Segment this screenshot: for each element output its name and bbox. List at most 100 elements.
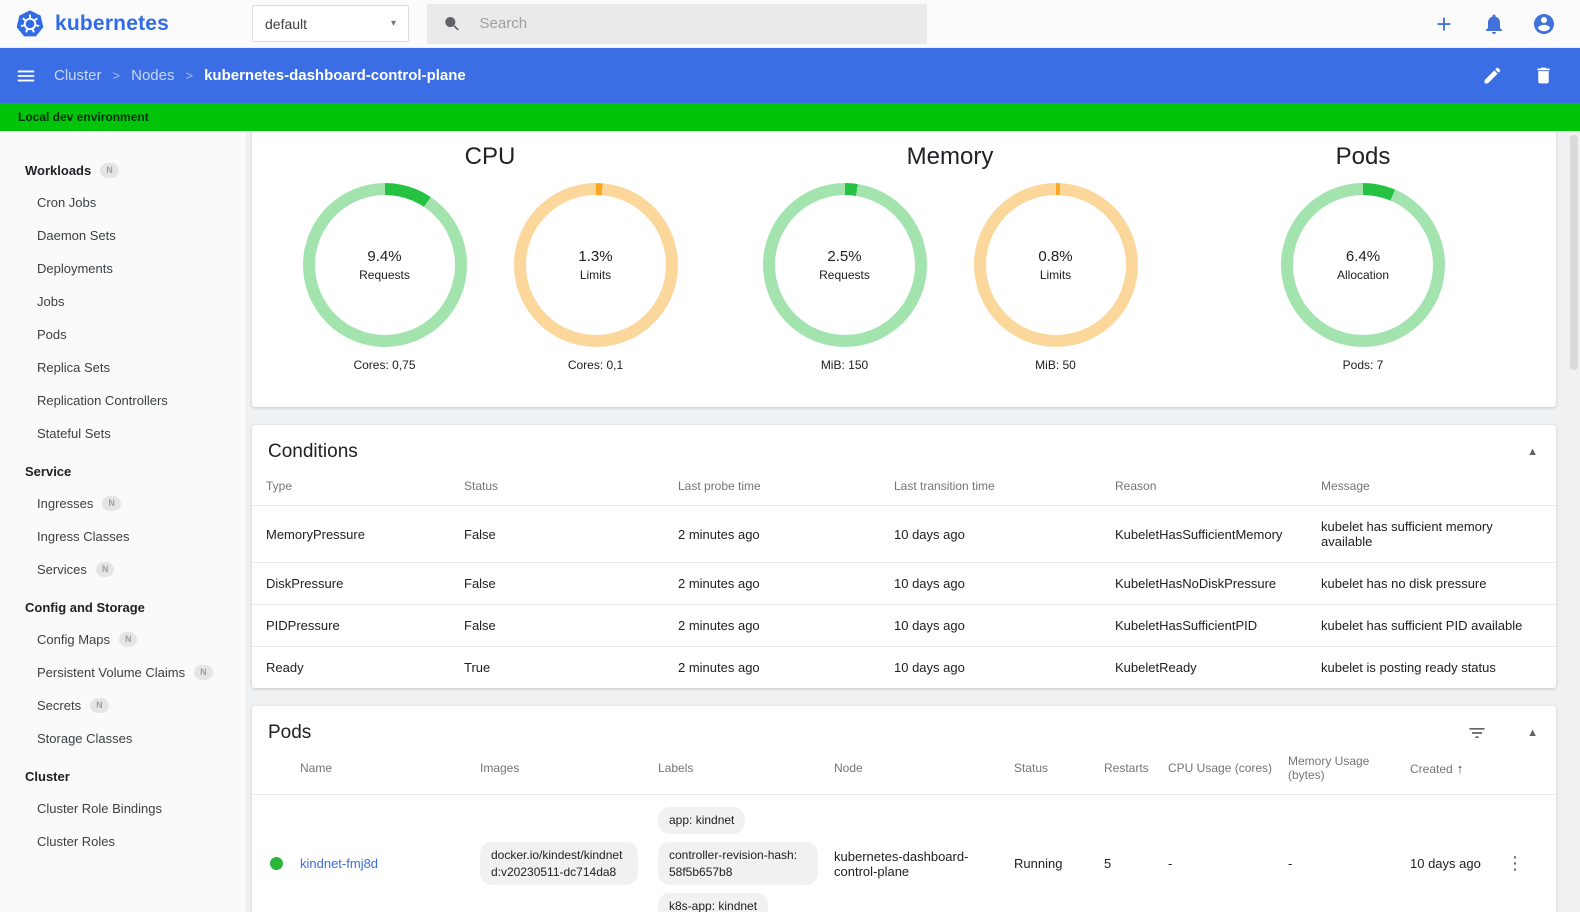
allocation-card: CPU 9.4% Requests Cores: 0,75 1.3% [252,131,1556,407]
item-label: Cron Jobs [37,195,97,210]
sidebar-item-storage-classes[interactable]: Storage Classes [0,722,246,755]
toolbar-actions [1482,65,1580,86]
cell-transition: 10 days ago [894,526,965,542]
memory-limits-donut: 0.8% Limits MiB: 50 [973,183,1138,372]
menu-button[interactable] [15,65,37,87]
sidebar-item-replica-sets[interactable]: Replica Sets [0,351,246,384]
sidebar-item-cluster-roles[interactable]: Cluster Roles [0,825,246,858]
sidebar-item-stateful-sets[interactable]: Stateful Sets [0,417,246,450]
cell-pod-cpu: - [1168,856,1173,872]
notifications-button[interactable] [1482,12,1506,36]
app-header: kubernetes default ▾ + [0,0,1580,48]
cell-reason: KubeletReady [1115,660,1197,675]
donut-caption: Cores: 0,1 [567,358,624,372]
pods-allocation-donut: 6.4% Allocation Pods: 7 [1281,183,1445,372]
sidebar-item-config-maps[interactable]: Config Maps N [0,623,246,656]
col-restarts[interactable]: Restarts [1104,761,1149,775]
cpu-chart-title: CPU [464,143,516,170]
collapse-conditions-button[interactable]: ▲ [1527,445,1538,458]
section-label: Config and Storage [25,600,145,615]
cpu-requests-donut: 9.4% Requests Cores: 0,75 [302,183,467,372]
donut-caption: MiB: 150 [820,358,869,372]
cell-status: True [464,660,491,675]
row-menu-button[interactable]: ⋮ [1506,853,1524,874]
cell-message: kubelet is posting ready status [1321,660,1496,675]
sidebar: Workloads N Cron Jobs Daemon Sets Deploy… [0,131,247,912]
donut-metric: Requests [359,268,410,282]
account-icon [1534,13,1554,34]
sidebar-item-secrets[interactable]: Secrets N [0,689,246,722]
kubernetes-brand[interactable]: kubernetes [0,9,252,39]
sidebar-section-cluster[interactable]: Cluster [0,761,246,792]
sidebar-item-daemon-sets[interactable]: Daemon Sets [0,219,246,252]
trash-icon [1537,67,1550,84]
item-label: Secrets [37,698,82,713]
donut-value: 6.4% [1345,248,1381,265]
filter-icon [1469,728,1485,738]
sidebar-item-services[interactable]: Services N [0,553,246,586]
donut-metric: Requests [819,268,870,282]
plus-icon: + [1436,8,1452,39]
breadcrumb-cluster[interactable]: Cluster [54,67,102,84]
col-status[interactable]: Status [1014,761,1049,775]
search-bar[interactable] [427,3,927,44]
pod-name-link[interactable]: kindnet-fmj8d [300,856,379,872]
label-chip: k8s-app: kindnet [658,893,769,912]
item-label: Pods [37,327,67,342]
cell-message: kubelet has no disk pressure [1321,576,1487,591]
col-status-dot [252,748,300,795]
cell-type: Ready [266,660,304,675]
account-button[interactable] [1532,12,1556,36]
col-message: Message [1321,479,1370,493]
donut-caption: MiB: 50 [1035,358,1076,372]
cell-type: MemoryPressure [266,526,365,542]
create-resource-button[interactable]: + [1432,8,1456,39]
sidebar-item-persistent-volume-claims[interactable]: Persistent Volume Claims N [0,656,246,689]
scrollbar-thumb[interactable] [1570,135,1578,370]
col-last-transition-time: Last transition time [894,479,995,493]
cell-pod-actions: ⋮ [1506,795,1556,912]
col-labels: Labels [658,761,694,775]
delete-button[interactable] [1533,65,1554,86]
namespace-select[interactable]: default ▾ [252,5,409,42]
cell-pod-name: kindnet-fmj8d [300,795,480,912]
donut-metric: Allocation [1336,268,1390,282]
col-name[interactable]: Name [300,761,333,775]
sidebar-item-jobs[interactable]: Jobs [0,285,246,318]
donut-caption: Cores: 0,75 [353,358,416,372]
item-label: Services [37,562,87,577]
item-label: Replica Sets [37,360,110,375]
col-node: Node [834,761,863,775]
item-label: Cluster Role Bindings [37,801,163,816]
breadcrumb-nodes[interactable]: Nodes [131,67,175,84]
sidebar-item-ingress-classes[interactable]: Ingress Classes [0,520,246,553]
col-created-label: Created [1410,761,1453,776]
donut-ring: 0.8% Limits [973,183,1138,347]
cell-status: False [464,618,496,633]
col-status: Status [464,479,499,493]
pods-chart-group: Pods 6.4% Allocation Pods: 7 [1213,131,1513,372]
col-created[interactable]: Created ↑ [1410,748,1506,795]
donut-ring: 6.4% Allocation [1281,183,1445,347]
item-label: Daemon Sets [37,228,116,243]
sidebar-item-cron-jobs[interactable]: Cron Jobs [0,186,246,219]
sidebar-item-replication-controllers[interactable]: Replication Controllers [0,384,246,417]
namespace-value: default [265,15,308,32]
collapse-pods-button[interactable]: ▲ [1527,726,1538,739]
col-type: Type [266,479,293,493]
sidebar-item-ingresses[interactable]: Ingresses N [0,487,246,520]
donut-value: 9.4% [367,248,402,265]
filter-button[interactable] [1467,723,1487,743]
sidebar-section-service[interactable]: Service [0,456,246,487]
sidebar-section-workloads[interactable]: Workloads N [0,155,246,186]
item-label: Cluster Roles [37,834,116,849]
sidebar-section-config-and-storage[interactable]: Config and Storage [0,592,246,623]
sidebar-item-pods[interactable]: Pods [0,318,246,351]
page-scrollbar[interactable] [1568,131,1580,912]
sidebar-item-deployments[interactable]: Deployments [0,252,246,285]
edit-button[interactable] [1482,65,1503,86]
sidebar-item-cluster-role-bindings[interactable]: Cluster Role Bindings [0,792,246,825]
header-actions: + [1432,8,1580,39]
search-input[interactable] [477,14,911,33]
section-label: Cluster [25,769,70,784]
